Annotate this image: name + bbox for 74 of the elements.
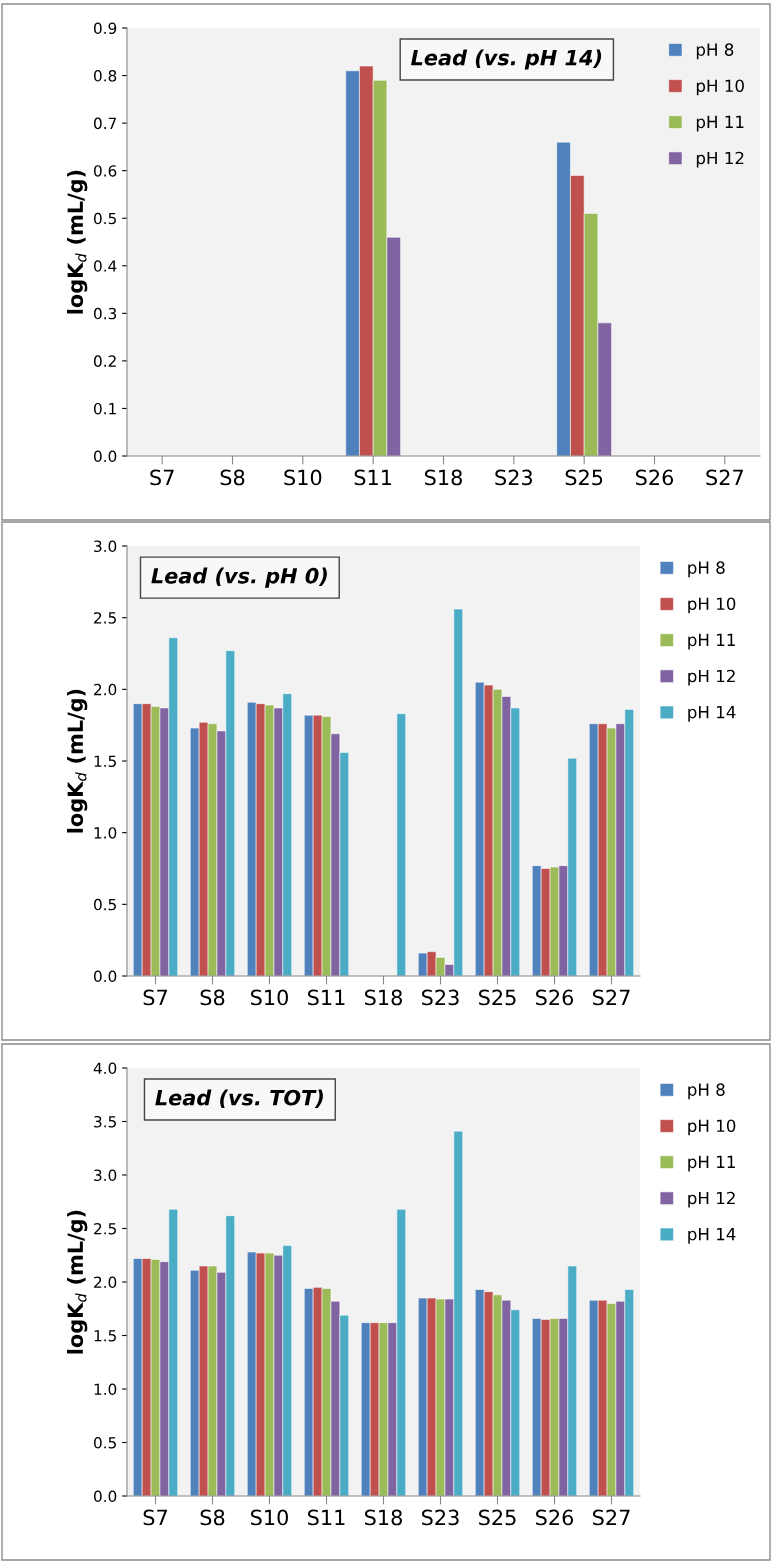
legend-label: pH 8 (696, 43, 734, 60)
x-tick-label: S11 (354, 469, 392, 486)
y-tick-label: 4.0 (93, 1062, 117, 1075)
y-tick-label: 3.0 (94, 540, 117, 553)
y-tick-label: 0.9 (93, 22, 117, 35)
y-tick-label: 0.5 (93, 1436, 116, 1449)
text: Lead (vs. TOT) (155, 1089, 323, 1108)
text: Lead (vs. pH 0) (151, 567, 327, 588)
x-tick-label: S18 (365, 1509, 402, 1526)
y-axis-title: logK$_{d}$ (mL/g) (67, 689, 88, 833)
x-tick-label: S11 (308, 989, 345, 1006)
legend-label: pH 14 (688, 1228, 736, 1244)
x-tick-label: S25 (479, 1509, 516, 1526)
y-tick-label: 1.0 (94, 1383, 117, 1396)
x-tick-label: S7 (150, 469, 174, 486)
y-tick-label: 0.3 (93, 307, 117, 320)
legend-label: pH 8 (688, 1083, 725, 1100)
text: Lead (vs. pH 14) (411, 49, 602, 70)
y-tick-label: 2.0 (94, 683, 117, 696)
y-tick-label: 0.5 (93, 212, 116, 225)
x-tick-label: S26 (536, 1509, 574, 1526)
x-tick-label: S7 (143, 989, 167, 1006)
legend-label: pH 10 (688, 597, 736, 614)
x-tick-label: S10 (284, 469, 322, 486)
y-tick-label: 1.5 (94, 1330, 116, 1342)
x-tick-label: S8 (200, 1509, 225, 1526)
y-tick-label: 0.0 (93, 970, 117, 983)
x-tick-label: S7 (143, 1509, 167, 1526)
x-tick-label: S25 (565, 469, 603, 486)
y-tick-label: 0.1 (93, 402, 116, 415)
x-tick-label: S10 (251, 1509, 288, 1526)
legend-label: pH 8 (688, 561, 725, 578)
x-tick-label: S23 (422, 989, 459, 1006)
x-tick-label: S27 (593, 1509, 630, 1526)
y-tick-label: 0.2 (93, 355, 116, 367)
y-tick-label: 3.0 (94, 1169, 117, 1182)
y-tick-label: 0.7 (93, 117, 116, 130)
y-tick-label: 0.4 (93, 260, 117, 272)
y-tick-label: 0.0 (93, 450, 117, 463)
x-tick-label: S23 (422, 1509, 459, 1526)
x-tick-label: S27 (593, 989, 630, 1006)
legend-label: pH 11 (688, 1155, 735, 1172)
y-axis-title: logK$_{d}$ (mL/g) (67, 1210, 88, 1354)
y-tick-label: 0.0 (93, 1490, 117, 1503)
legend-label: pH 10 (696, 79, 744, 96)
legend-label: pH 11 (696, 115, 744, 132)
y-tick-label: 2.5 (94, 612, 116, 624)
y-axis-title: logK$_{d}$ (mL/g) (67, 170, 88, 314)
y-tick-label: 1.0 (94, 827, 117, 839)
x-tick-label: S11 (308, 1509, 345, 1526)
x-tick-label: S26 (636, 469, 674, 486)
y-tick-label: 2.5 (94, 1222, 116, 1235)
legend-label: pH 12 (696, 151, 744, 168)
x-tick-label: S27 (706, 469, 743, 486)
y-tick-label: 0.5 (93, 898, 116, 911)
bar (396, 713, 407, 976)
x-tick-label: S18 (425, 469, 462, 486)
x-tick-label: S25 (479, 989, 516, 1006)
x-tick-label: S26 (536, 989, 574, 1006)
y-tick-label: 2.0 (94, 1276, 117, 1289)
legend-label: pH 12 (688, 669, 735, 686)
x-tick-label: S23 (495, 469, 533, 486)
legend-label: pH 10 (688, 1119, 736, 1136)
legend-label: pH 12 (688, 1191, 735, 1208)
legend-label: pH 11 (688, 633, 735, 650)
x-tick-label: S18 (365, 989, 402, 1006)
x-tick-label: S10 (251, 989, 288, 1006)
y-tick-label: 1.5 (94, 755, 116, 768)
y-tick-label: 0.6 (93, 165, 117, 177)
y-tick-label: 0.8 (93, 70, 117, 82)
legend-label: pH 14 (688, 706, 736, 722)
x-tick-label: S8 (220, 469, 245, 486)
x-tick-label: S8 (200, 989, 225, 1006)
y-tick-label: 3.5 (94, 1115, 116, 1128)
